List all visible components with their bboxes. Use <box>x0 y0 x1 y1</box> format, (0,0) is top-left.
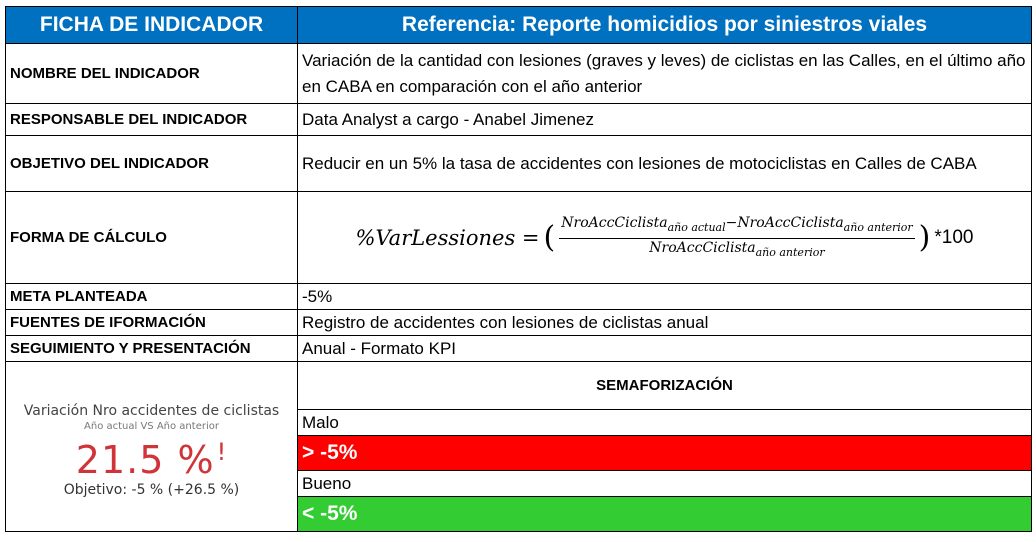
kpi-goal: Objetivo: -5 % (+26.5 %) <box>63 482 240 498</box>
row-fuentes: FUENTES DE IFORMACIÓN Registro de accide… <box>5 309 1032 336</box>
row-objetivo: OBJETIVO DEL INDICADOR Reducir en un 5% … <box>5 135 1032 192</box>
formula-minus: − <box>725 214 738 231</box>
row-calculo: FORMA DE CÁLCULO %VarLessiones = ( NroAc… <box>5 191 1032 284</box>
formula-close-paren: ) <box>918 220 931 255</box>
fuentes-label: FUENTES DE IFORMACIÓN <box>5 309 298 336</box>
objetivo-label: OBJETIVO DEL INDICADOR <box>5 135 298 192</box>
objetivo-value: Reducir en un 5% la tasa de accidentes c… <box>297 135 1032 192</box>
formula-sub-a: año actual <box>667 220 726 234</box>
row-bueno-label: Bueno <box>6 470 1032 497</box>
kpi-visual: Variación Nro accidentes de ciclistas Añ… <box>7 403 297 498</box>
row-bueno-rule: < -5% <box>6 496 1032 532</box>
row-meta: META PLANTEADA -5% <box>5 283 1032 310</box>
formula-num-a: NroAccCiclista <box>561 214 668 231</box>
calculo-formula: %VarLessiones = ( NroAccCiclistaaño actu… <box>297 191 1032 284</box>
row-malo-rule: > -5% <box>6 435 1032 471</box>
meta-value: -5% <box>297 283 1032 310</box>
formula-denominator: NroAccCiclistaaño anterior <box>649 239 824 262</box>
formula-tail: *100 <box>934 226 974 248</box>
kpi-title: Variación Nro accidentes de ciclistas <box>23 403 280 419</box>
formula-num-b: NroAccCiclista <box>737 214 844 231</box>
bueno-rule: < -5% <box>297 496 1032 532</box>
bueno-label: Bueno <box>297 470 1032 497</box>
responsable-label: RESPONSABLE DEL INDICADOR <box>5 103 298 136</box>
kpi-subtitle: Año actual VS Año anterior <box>84 421 219 432</box>
kpi-value: 21.5 %! <box>7 438 297 482</box>
responsable-value: Data Analyst a cargo - Anabel Jimenez <box>297 103 1032 136</box>
calculo-label: FORMA DE CÁLCULO <box>5 191 298 284</box>
kpi-number: 21.5 % <box>75 438 215 482</box>
malo-rule: > -5% <box>297 435 1032 471</box>
formula-den: NroAccCiclista <box>649 239 756 256</box>
formula-numerator: NroAccCiclistaaño actual−NroAccCiclistaa… <box>559 214 915 239</box>
row-nombre: NOMBRE DEL INDICADOR Variación de la can… <box>5 43 1032 104</box>
seguimiento-label: SEGUIMIENTO Y PRESENTACIÓN <box>5 335 298 362</box>
formula-sub-den: año anterior <box>755 245 825 259</box>
formula-open-paren: ( <box>543 220 556 255</box>
row-responsable: RESPONSABLE DEL INDICADOR Data Analyst a… <box>5 103 1032 136</box>
kpi-alert-icon: ! <box>216 438 228 466</box>
kpi-card: Variación Nro accidentes de ciclistas Añ… <box>5 361 298 532</box>
formula-sub-b: año anterior <box>843 220 913 234</box>
row-sem-title: Variación Nro accidentes de ciclistas Añ… <box>5 361 1032 532</box>
semaforo-title: SEMAFORIZACIÓN <box>297 361 1032 410</box>
meta-label: META PLANTEADA <box>5 283 298 310</box>
nombre-value: Variación de la cantidad con lesiones (g… <box>297 43 1032 104</box>
formula-lhs: %VarLessiones = <box>355 225 540 250</box>
indicator-table: FICHA DE INDICADOR Referencia: Reporte h… <box>5 6 1032 532</box>
header-left: FICHA DE INDICADOR <box>5 6 298 44</box>
header-right: Referencia: Reporte homicidios por sinie… <box>297 6 1032 44</box>
row-seguimiento: SEGUIMIENTO Y PRESENTACIÓN Anual - Forma… <box>5 335 1032 362</box>
header-row: FICHA DE INDICADOR Referencia: Reporte h… <box>5 6 1032 44</box>
seguimiento-value: Anual - Formato KPI <box>297 335 1032 362</box>
malo-label: Malo <box>297 409 1032 436</box>
nombre-label: NOMBRE DEL INDICADOR <box>5 43 298 104</box>
fuentes-value: Registro de accidentes con lesiones de c… <box>297 309 1032 336</box>
formula-fraction: NroAccCiclistaaño actual−NroAccCiclistaa… <box>559 214 915 262</box>
